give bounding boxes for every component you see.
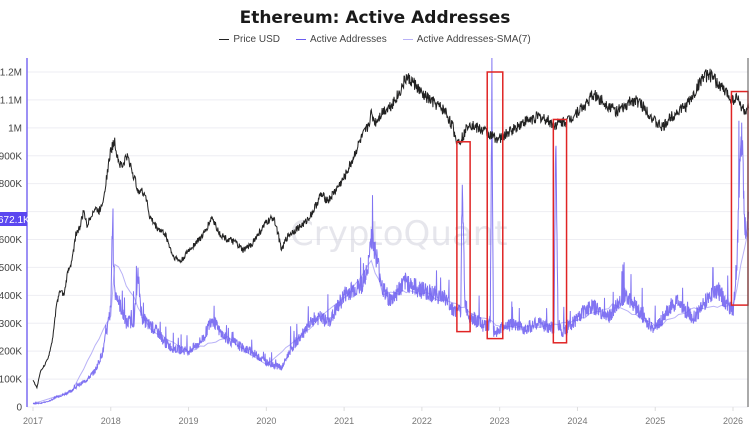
y-axis-ticks: 0 100K 200K 300K 400K 500K 600K 800K 900K 1M 1.1M 1…	[0, 68, 22, 414]
highlight-box	[552, 118, 568, 344]
x-tick-label: 2022	[412, 416, 432, 426]
y-tick-label: 800K	[0, 179, 22, 190]
gridlines	[27, 71, 748, 408]
current-value-badge-bg	[0, 212, 27, 226]
x-tick-label: 2025	[645, 416, 665, 426]
legend-swatch-price	[219, 39, 230, 40]
y-tick-label: 0	[16, 403, 22, 414]
current-value-badge-text: 672.1K	[0, 215, 30, 226]
y-tick-label: 100K	[0, 375, 22, 386]
current-value-badge: 672.1K	[0, 212, 30, 226]
series-lines	[32, 57, 750, 405]
legend-label-sma: Active Addresses-SMA(7)	[416, 34, 531, 45]
legend-label-active-addresses: Active Addresses	[310, 34, 387, 45]
legend-swatch-sma	[402, 39, 413, 40]
y-tick-label: 1M	[8, 123, 22, 134]
chart-title: Ethereum: Active Addresses	[239, 8, 511, 28]
x-tick-label: 2017	[23, 416, 43, 426]
x-tick-label: 2026	[723, 416, 743, 426]
highlight-box	[486, 71, 504, 340]
y-tick-label: 600K	[0, 235, 22, 246]
series-line-active-addresses	[32, 57, 750, 405]
legend-item-price[interactable]: Price USD	[219, 34, 280, 45]
series-line-price	[32, 68, 750, 390]
y-tick-label: 900K	[0, 151, 22, 162]
legend-label-price: Price USD	[233, 34, 281, 45]
x-tick-label: 2018	[101, 416, 121, 426]
legend-item-sma[interactable]: Active Addresses-SMA(7)	[402, 34, 531, 45]
legend-swatch-active-addresses	[296, 39, 307, 40]
x-tick-label: 2019	[179, 416, 199, 426]
legend-item-active-addresses[interactable]: Active Addresses	[296, 34, 387, 45]
x-axis-ticks: 2017 2018 2019 2020 2021 2022 2023 2024 2025 2026	[23, 407, 743, 426]
y-tick-label: 1.2M	[0, 68, 22, 79]
y-tick-label: 500K	[0, 263, 22, 274]
x-tick-label: 2024	[567, 416, 587, 426]
y-tick-label: 1.1M	[0, 95, 22, 106]
highlight-box	[456, 141, 471, 333]
chart-legend: Price USD Active Addresses Active Addres…	[0, 34, 750, 45]
x-tick-label: 2020	[256, 416, 276, 426]
watermark: CryptoQuant	[290, 214, 508, 254]
x-tick-label: 2023	[490, 416, 510, 426]
y-tick-label: 400K	[0, 291, 22, 302]
x-tick-label: 2021	[334, 416, 354, 426]
y-tick-label: 300K	[0, 319, 22, 330]
y-tick-label: 200K	[0, 347, 22, 358]
